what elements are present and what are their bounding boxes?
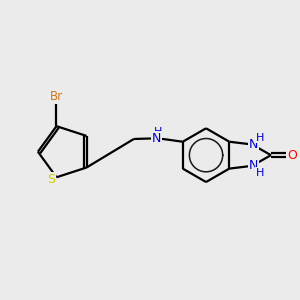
Text: Br: Br: [50, 90, 63, 103]
Text: O: O: [287, 149, 297, 162]
Text: S: S: [47, 172, 55, 185]
Text: N: N: [249, 159, 258, 172]
Text: H: H: [256, 133, 264, 142]
Text: H: H: [256, 168, 264, 178]
Text: N: N: [152, 132, 161, 145]
Text: H: H: [154, 128, 163, 137]
Text: N: N: [249, 138, 258, 151]
